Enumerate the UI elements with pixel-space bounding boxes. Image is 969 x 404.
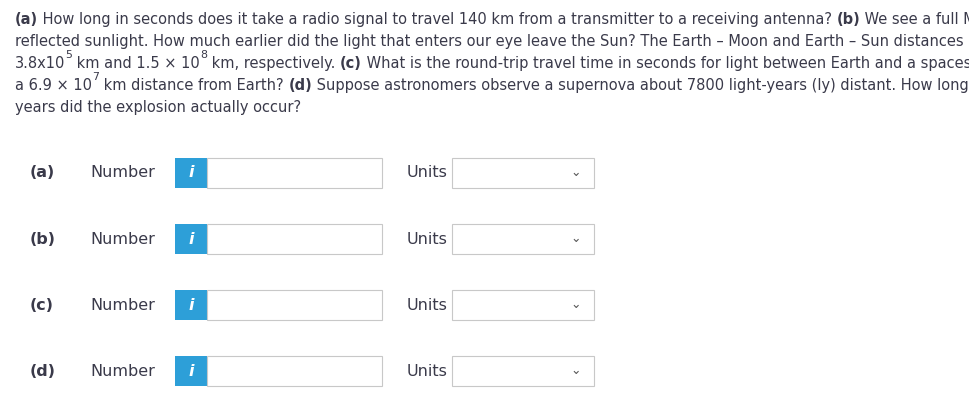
Text: a 6.9 × 10: a 6.9 × 10 [15,78,92,93]
Text: 8: 8 [200,50,207,60]
Text: 5: 5 [65,50,73,60]
Text: i: i [188,364,194,379]
Text: (c): (c) [30,297,54,313]
Text: (b): (b) [30,231,56,246]
Text: km, respectively.: km, respectively. [207,56,340,71]
Text: km and 1.5 × 10: km and 1.5 × 10 [73,56,200,71]
Text: ⌄: ⌄ [571,166,581,179]
Text: Units: Units [407,231,448,246]
Text: (a): (a) [30,166,55,181]
Text: 3.8x10: 3.8x10 [15,56,65,71]
Text: How long in seconds does it take a radio signal to travel 140 km from a transmit: How long in seconds does it take a radio… [38,12,837,27]
Text: Number: Number [90,166,155,181]
Text: (b): (b) [837,12,860,27]
Text: ⌄: ⌄ [571,232,581,246]
Text: years did the explosion actually occur?: years did the explosion actually occur? [15,100,301,115]
Text: Units: Units [407,297,448,313]
Text: (d): (d) [288,78,312,93]
Text: Units: Units [407,166,448,181]
Text: km distance from Earth?: km distance from Earth? [99,78,288,93]
Text: We see a full Moon by: We see a full Moon by [860,12,969,27]
Text: ⌄: ⌄ [571,364,581,377]
Text: (d): (d) [30,364,56,379]
Text: Number: Number [90,231,155,246]
Text: i: i [188,166,194,181]
Text: Suppose astronomers observe a supernova about 7800 light-years (ly) distant. How: Suppose astronomers observe a supernova … [312,78,969,93]
Text: reflected sunlight. How much earlier did the light that enters our eye leave the: reflected sunlight. How much earlier did… [15,34,969,49]
Text: What is the round-trip travel time in seconds for light between Earth and a spac: What is the round-trip travel time in se… [361,56,969,71]
Text: (a): (a) [15,12,38,27]
Text: Number: Number [90,297,155,313]
Text: Units: Units [407,364,448,379]
Text: 7: 7 [92,72,99,82]
Text: i: i [188,297,194,313]
Text: i: i [188,231,194,246]
Text: Number: Number [90,364,155,379]
Text: (c): (c) [340,56,361,71]
Text: ⌄: ⌄ [571,299,581,311]
